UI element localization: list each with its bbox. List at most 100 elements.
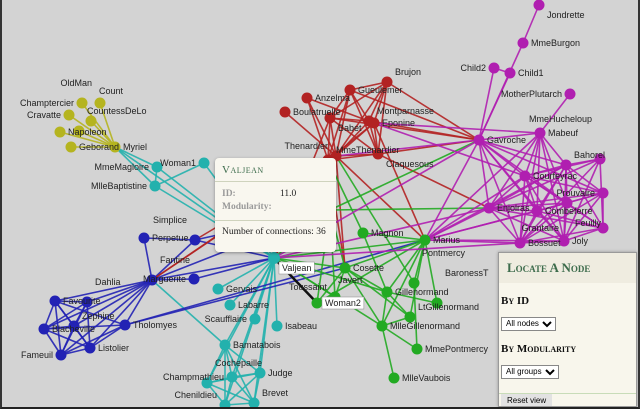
node-marius[interactable] (419, 234, 431, 246)
link-enjolras-mabeuf (488, 132, 541, 209)
node-favourite[interactable] (49, 295, 61, 307)
node-jondrette[interactable] (533, 0, 545, 11)
node-champmathieu[interactable] (226, 371, 238, 383)
node-zephine[interactable] (68, 320, 80, 332)
node-simplice[interactable] (189, 234, 201, 246)
node-combeferre[interactable] (531, 205, 543, 217)
link-baroness-t-gillenormand (386, 291, 438, 304)
node-gueulemer[interactable] (344, 84, 356, 96)
tooltip-connections: Number of connections: 36 (215, 220, 336, 237)
node-gervais[interactable] (212, 283, 224, 295)
node-mme-burgon[interactable] (517, 37, 529, 49)
link-gueulemer-thenardier (335, 89, 351, 157)
node-prouvaire[interactable] (597, 187, 609, 199)
node-mme-hucheloup[interactable] (594, 153, 606, 165)
node-gavroche[interactable] (473, 134, 485, 146)
node-tholomyes[interactable] (119, 319, 131, 331)
node-label-claquesous: Claquesous (386, 159, 434, 169)
link-fantine-favourite (54, 279, 153, 302)
node-gillenormand[interactable] (381, 286, 393, 298)
node-fantine[interactable] (146, 274, 158, 286)
node-woman1[interactable] (198, 157, 210, 169)
link-grantaire-bossuet (519, 227, 604, 244)
node-mme-magloire[interactable] (151, 161, 163, 173)
node-courfeyrac[interactable] (519, 170, 531, 182)
node-pontmercy[interactable] (408, 277, 420, 289)
by-id-heading: By ID (501, 295, 530, 307)
node-label-joly: Joly (572, 236, 589, 246)
node-label-brujon: Brujon (395, 67, 421, 77)
node-claquesous[interactable] (372, 148, 384, 160)
node-brujon[interactable] (381, 76, 393, 88)
node-countess-de-lo[interactable] (73, 125, 85, 137)
node-babet[interactable] (324, 112, 336, 124)
group-select[interactable]: All groups (501, 364, 559, 379)
node-label-anzelma: Anzelma (315, 93, 350, 103)
node-label-magnon: Magnon (371, 228, 404, 238)
node-anzelma[interactable] (301, 92, 313, 104)
node-montparnasse[interactable] (363, 115, 375, 127)
node-grantaire[interactable] (597, 222, 609, 234)
node-perpetue[interactable] (138, 232, 150, 244)
node-woman2[interactable] (311, 297, 323, 309)
node-geborand[interactable] (65, 141, 77, 153)
node-napoleon[interactable] (54, 126, 66, 138)
by-modularity-heading: By Modularity (501, 343, 577, 355)
node-judge[interactable] (254, 367, 266, 379)
node-fameuil[interactable] (55, 349, 67, 361)
node-boulatruelle[interactable] (279, 106, 291, 118)
node-baroness-t[interactable] (431, 297, 443, 309)
node-mlle-baptistine[interactable] (149, 180, 161, 192)
node-brevet[interactable] (248, 397, 260, 409)
link-enjolras-gavroche (478, 139, 490, 209)
node-champtercier[interactable] (76, 97, 88, 109)
node-label-champtercier: Champtercier (20, 98, 74, 108)
node-scaufflaire[interactable] (249, 313, 261, 325)
node-old-man[interactable] (94, 97, 106, 109)
node-count[interactable] (85, 115, 97, 127)
node-mabeuf[interactable] (534, 127, 546, 139)
node-joly[interactable] (558, 235, 570, 247)
node-bahorel[interactable] (560, 159, 572, 171)
node-myriel[interactable] (109, 141, 121, 153)
node-child2[interactable] (488, 62, 500, 74)
node-marguerite[interactable] (188, 273, 200, 285)
node-label-woman2: Woman2 (325, 298, 361, 308)
reset-view-button[interactable]: Reset view (501, 394, 553, 406)
node-label-old-man: OldMan (60, 78, 92, 88)
link-fantine-blacheville (43, 279, 153, 330)
node-mlle-vaubois[interactable] (388, 372, 400, 384)
node-mother-plutarch[interactable] (564, 88, 576, 100)
link-mabeuf-gavroche (478, 132, 541, 141)
node-label-marius: Marius (433, 235, 461, 245)
node-cochepaille[interactable] (201, 377, 213, 389)
node-blacheville[interactable] (38, 323, 50, 335)
node-cosette[interactable] (339, 262, 351, 274)
node-label-cravatte: Cravatte (27, 110, 61, 120)
node-mme-pontmercy[interactable] (411, 343, 423, 355)
node-dahlia[interactable] (81, 296, 93, 308)
node-bamatabois[interactable] (219, 339, 231, 351)
node-cravatte[interactable] (63, 109, 75, 121)
link-mme-hucheloup-bossuet (519, 158, 601, 244)
node-chenildieu[interactable] (219, 399, 231, 410)
node-lt-gillenormand[interactable] (404, 311, 416, 323)
node-label-combeferre: Combeferre (545, 206, 593, 216)
link-brevet-valjean (253, 257, 275, 404)
node-feuilly[interactable] (561, 197, 573, 209)
node-isabeau[interactable] (271, 320, 283, 332)
link-montparnasse-thenardier (335, 120, 370, 157)
node-select[interactable]: All nodes (501, 316, 556, 331)
node-label-mme-hucheloup: MmeHucheloup (529, 114, 592, 124)
node-listolier[interactable] (84, 342, 96, 354)
node-label-geborand: Geborand (79, 142, 119, 152)
node-mlle-gillenormand[interactable] (376, 320, 388, 332)
node-valjean[interactable] (268, 252, 280, 264)
node-magnon[interactable] (357, 227, 369, 239)
node-child1[interactable] (504, 67, 516, 79)
node-labarre[interactable] (224, 299, 236, 311)
link-marius-mlle-gillenormand (381, 239, 426, 327)
node-bossuet[interactable] (514, 237, 526, 249)
node-enjolras[interactable] (483, 202, 495, 214)
